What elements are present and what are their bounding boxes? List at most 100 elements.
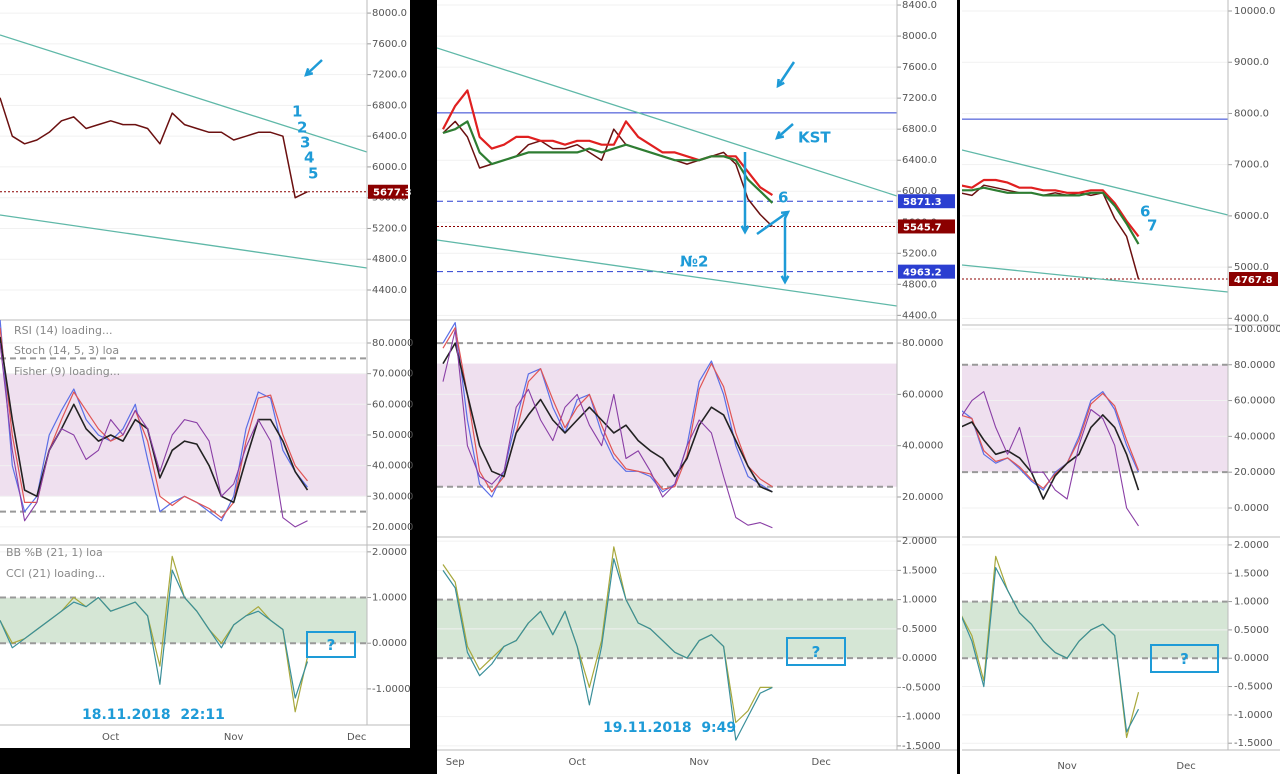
series-line bbox=[962, 184, 1140, 280]
arrow-head bbox=[775, 130, 785, 140]
y-tick-label: 6800.0 bbox=[902, 124, 937, 135]
annotation: 6 bbox=[778, 189, 788, 207]
y-tick-label: -1.5000 bbox=[1234, 738, 1273, 749]
y-tick-label: 4400.0 bbox=[372, 285, 407, 296]
timestamp: 18.11.2018 22:11 bbox=[82, 707, 225, 723]
annotation: 5 bbox=[308, 165, 318, 183]
y-tick-label: 7200.0 bbox=[902, 93, 937, 104]
series-line bbox=[962, 178, 1140, 238]
annotation: 6 bbox=[1140, 203, 1150, 221]
y-tick-label: 7600.0 bbox=[902, 62, 937, 73]
pane bbox=[0, 551, 367, 713]
question-mark: ? bbox=[1180, 650, 1189, 668]
series-line bbox=[0, 342, 308, 528]
arrow-head bbox=[776, 78, 785, 89]
y-tick-label: 100.0000 bbox=[1234, 324, 1280, 335]
y-tick-label: 10000.0 bbox=[1234, 6, 1275, 17]
question-mark: ? bbox=[812, 643, 821, 661]
x-tick-label: Sep bbox=[446, 757, 465, 768]
y-tick-label: 70.0000 bbox=[372, 369, 413, 380]
y-tick-label: 6400.0 bbox=[902, 155, 937, 166]
y-tick-label: 1.0000 bbox=[902, 595, 937, 606]
pane bbox=[437, 4, 897, 316]
y-tick-label: -1.5000 bbox=[902, 741, 941, 752]
y-tick-label: 0.0000 bbox=[372, 638, 407, 649]
y-tick-label: 4400.0 bbox=[902, 310, 937, 321]
annotation: 4 bbox=[304, 149, 314, 167]
y-tick-label: 4000.0 bbox=[1234, 313, 1269, 324]
y-tick-label: 0.0000 bbox=[1234, 503, 1269, 514]
series-line bbox=[442, 329, 773, 529]
y-tick-label: 7600.0 bbox=[372, 39, 407, 50]
indicator-label: Stoch (14, 5, 3) loa bbox=[14, 344, 119, 357]
y-tick-label: 40.0000 bbox=[1234, 431, 1275, 442]
arrow bbox=[756, 210, 789, 236]
y-tick-label: 0.0000 bbox=[1234, 653, 1269, 664]
y-tick-label: 1.0000 bbox=[1234, 597, 1269, 608]
price-tag-label: 5677.3 bbox=[373, 188, 412, 199]
y-tick-label: 2.0000 bbox=[372, 547, 407, 558]
y-tick-label: 40.0000 bbox=[902, 441, 943, 452]
y-tick-label: 4800.0 bbox=[902, 279, 937, 290]
y-tick-label: 6000.0 bbox=[372, 162, 407, 173]
x-tick-label: Oct bbox=[569, 757, 586, 768]
y-tick-label: 20.0000 bbox=[372, 522, 413, 533]
y-tick-label: 50.0000 bbox=[372, 430, 413, 441]
series-line bbox=[442, 558, 773, 741]
y-tick-label: 6000.0 bbox=[902, 186, 937, 197]
annotation: №2 bbox=[680, 253, 708, 271]
price-tag bbox=[898, 194, 955, 209]
y-tick-label: 60.0000 bbox=[372, 399, 413, 410]
x-tick-label: Dec bbox=[1176, 761, 1195, 772]
series-line bbox=[962, 186, 1140, 245]
y-tick-label: 60.0000 bbox=[1234, 396, 1275, 407]
annotation: 7 bbox=[1147, 217, 1157, 235]
indicator-label: RSI (14) loading... bbox=[14, 324, 112, 337]
price-tag bbox=[1229, 272, 1278, 287]
arrow-head bbox=[304, 67, 314, 77]
annotation: 2 bbox=[297, 119, 307, 137]
question-box bbox=[786, 637, 846, 666]
x-tick-label: Nov bbox=[1057, 761, 1077, 772]
pane bbox=[962, 544, 1228, 744]
y-tick-label: -0.5000 bbox=[1234, 682, 1273, 693]
series-line bbox=[442, 327, 773, 493]
series-line bbox=[0, 97, 308, 199]
question-mark: ? bbox=[327, 636, 336, 654]
y-tick-label: -0.5000 bbox=[902, 682, 941, 693]
timestamp: 19.11.2018 9:49 bbox=[603, 720, 736, 736]
y-tick-label: 2.0000 bbox=[1234, 540, 1269, 551]
y-tick-label: 8400.0 bbox=[902, 0, 937, 11]
y-tick-label: 80.0000 bbox=[1234, 360, 1275, 371]
arrow-head bbox=[780, 210, 791, 219]
price-tag-label: 4767.8 bbox=[1234, 275, 1273, 286]
series-line bbox=[962, 391, 1139, 527]
arrow-head bbox=[780, 275, 790, 285]
arrow-head bbox=[740, 225, 750, 235]
y-tick-label: 9000.0 bbox=[1234, 57, 1269, 68]
y-tick-label: 1.0000 bbox=[372, 593, 407, 604]
y-tick-label: 7200.0 bbox=[372, 70, 407, 81]
y-tick-label: 4800.0 bbox=[372, 254, 407, 265]
series-line bbox=[0, 320, 308, 522]
arrow bbox=[776, 123, 794, 139]
price-tag bbox=[368, 184, 408, 199]
y-tick-label: 0.5000 bbox=[1234, 625, 1269, 636]
series-line bbox=[962, 567, 1140, 733]
annotation: 3 bbox=[300, 134, 310, 152]
trend-line bbox=[437, 239, 897, 307]
pane bbox=[437, 540, 897, 747]
y-tick-label: -1.0000 bbox=[372, 684, 411, 695]
y-tick-label: 60.0000 bbox=[902, 389, 943, 400]
y-tick-label: 5000.0 bbox=[1234, 262, 1269, 273]
y-tick-label: 2.0000 bbox=[902, 536, 937, 547]
price-tag bbox=[898, 264, 955, 279]
y-tick-label: -1.0000 bbox=[1234, 710, 1273, 721]
y-tick-label: 80.0000 bbox=[372, 338, 413, 349]
indicator-label: CCI (21) loading... bbox=[6, 567, 105, 580]
series-line bbox=[0, 569, 309, 699]
band bbox=[962, 364, 1228, 473]
annotation: 1 bbox=[292, 103, 302, 121]
price-tag-label: 5545.7 bbox=[903, 222, 942, 233]
y-tick-label: 0.0000 bbox=[902, 653, 937, 664]
